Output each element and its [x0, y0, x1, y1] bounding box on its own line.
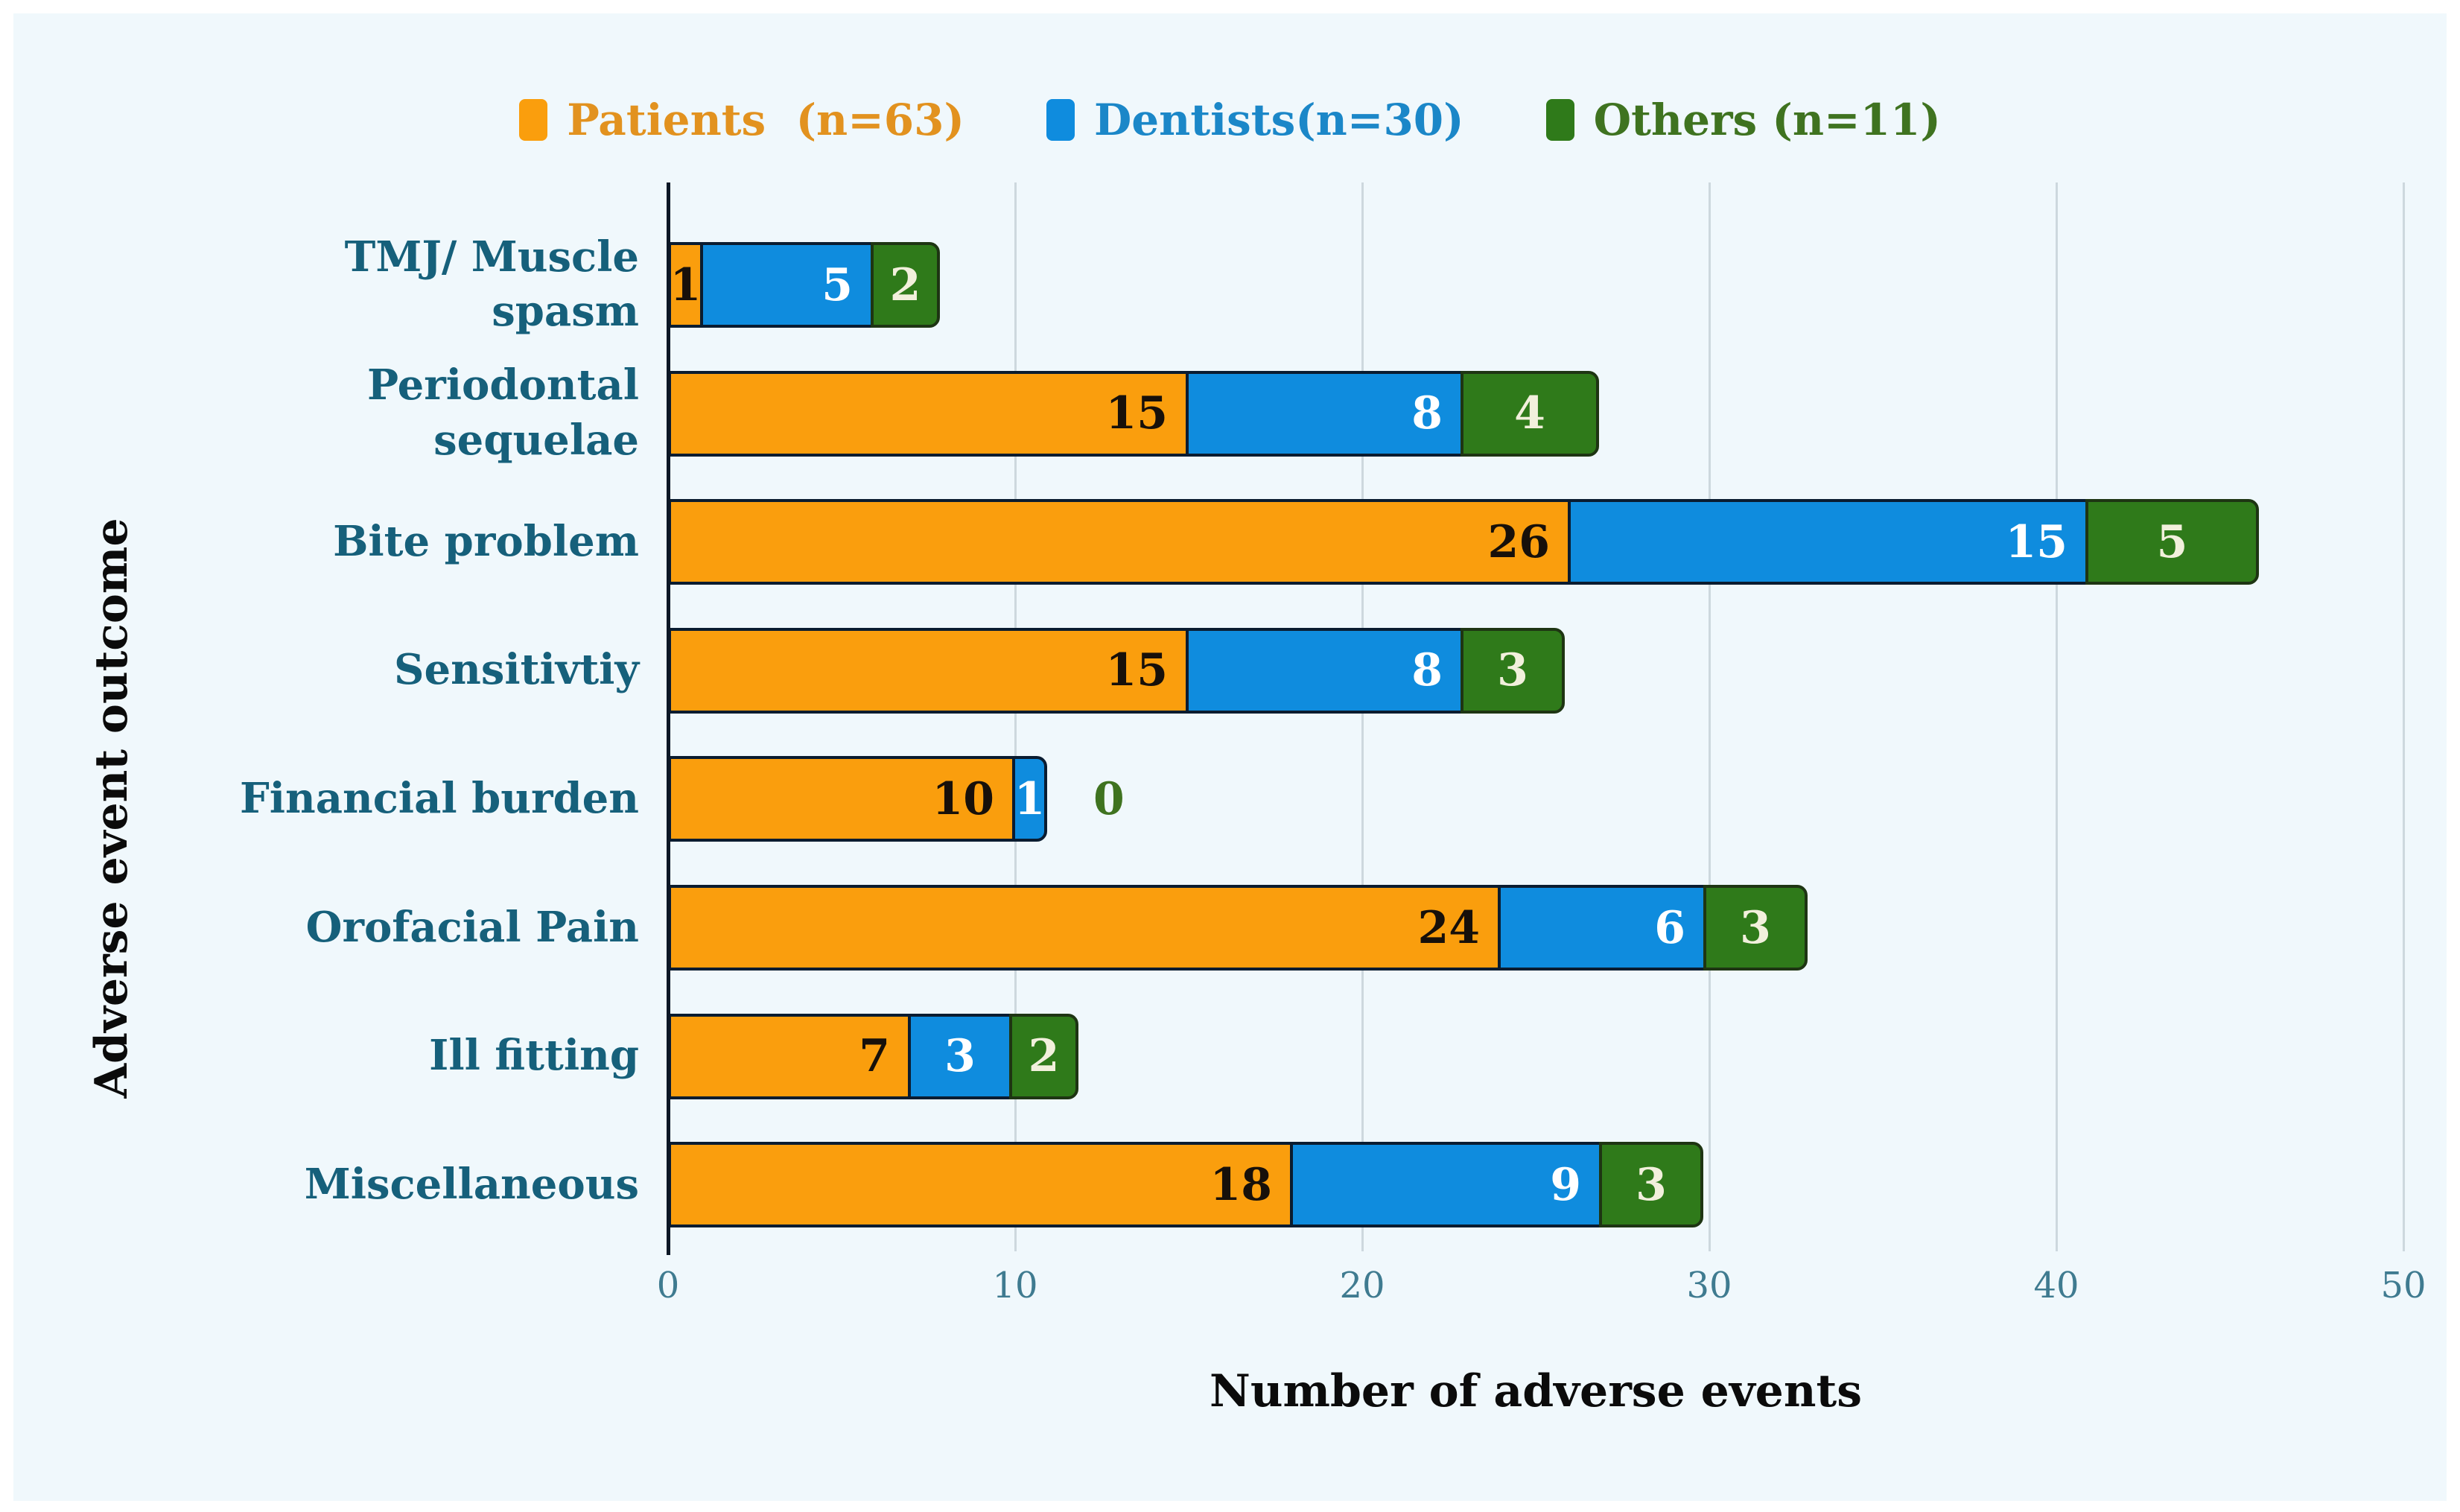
x-axis-tick-label: 50 [2380, 1265, 2426, 1306]
legend-label: Others (n=11) [1593, 95, 1941, 145]
bar-value-label: 4 [1514, 387, 1545, 440]
bar-segment-dentists: 8 [1186, 627, 1463, 714]
bar-segment-dentists: 1 [1012, 756, 1047, 842]
category-label: TMJ/ Muscle spasm [344, 232, 639, 337]
bar-value-label: 2 [1028, 1030, 1060, 1083]
bar-row: 18 9 3 [668, 1142, 1703, 1228]
legend-item: Dentists(n=30) [1046, 95, 1464, 145]
bar-value-label: 9 [1550, 1158, 1581, 1211]
bar-segment-dentists: 8 [1186, 370, 1463, 457]
legend-swatch [1545, 99, 1574, 141]
bar-value-label: 7 [859, 1030, 890, 1083]
legend-swatch [519, 99, 548, 141]
vertical-gridline [1361, 182, 1364, 1251]
category-label: Periodontal sequelae [366, 360, 639, 466]
x-axis-tick-label: 30 [1686, 1265, 1732, 1306]
bar-value-label: 3 [944, 1030, 976, 1083]
bar-value-label: 8 [1411, 644, 1443, 697]
bar-segment-patients: 26 [668, 499, 1571, 585]
bar-segment-dentists: 6 [1498, 885, 1706, 971]
bar-segment-others: 3 [1461, 627, 1565, 714]
bar-value-label: 8 [1411, 387, 1443, 440]
x-axis-tick-label: 20 [1339, 1265, 1385, 1306]
bar-segment-others: 3 [1703, 885, 1808, 971]
bar-segment-patients: 15 [668, 627, 1189, 714]
vertical-gridline [2403, 182, 2405, 1251]
category-label: Financial burden [239, 773, 639, 823]
bar-segment-dentists: 15 [1568, 499, 2088, 585]
bar-value-label: 24 [1417, 901, 1481, 954]
bar-row: 24 6 3 [668, 885, 1808, 971]
vertical-gridline [1709, 182, 1711, 1251]
bar-row: 15 8 4 [668, 370, 1599, 457]
bar-segment-others: 3 [1599, 1142, 1703, 1228]
zero-value-label: 0 [1093, 772, 1125, 825]
legend-swatch [1046, 99, 1075, 141]
bar-value-label: 2 [889, 258, 921, 311]
bar-segment-dentists: 9 [1290, 1142, 1602, 1228]
bar-row: 15 8 3 [668, 627, 1565, 714]
bar-segment-others: 2 [1009, 1013, 1078, 1099]
category-label: Bite problem [333, 516, 639, 566]
bar-row: 26 15 5 [668, 499, 2259, 585]
bar-segment-patients: 1 [668, 242, 703, 328]
y-axis-line [667, 182, 670, 1255]
bar-value-label: 1 [1014, 772, 1046, 825]
bar-value-label: 15 [1105, 644, 1169, 697]
bar-value-label: 5 [821, 258, 853, 311]
category-label: Orofacial Pain [305, 902, 639, 952]
bar-segment-patients: 24 [668, 885, 1501, 971]
bar-value-label: 3 [1740, 901, 1771, 954]
bar-segment-patients: 10 [668, 756, 1015, 842]
bar-value-label: 15 [2005, 515, 2068, 568]
chart-legend: Patients (n=63) Dentists(n=30) Others (n=1… [0, 72, 2460, 168]
x-axis-tick-label: 0 [656, 1265, 680, 1306]
legend-item: Others (n=11) [1545, 95, 1941, 145]
figure-background [13, 13, 2447, 1501]
category-label: Ill fitting [429, 1031, 639, 1081]
category-label: Miscellaneous [304, 1159, 639, 1209]
bar-segment-patients: 15 [668, 370, 1189, 457]
bar-value-label: 6 [1654, 901, 1685, 954]
bar-segment-patients: 18 [668, 1142, 1293, 1228]
x-axis-title: Number of adverse events [1210, 1365, 1862, 1417]
bar-segment-dentists: 5 [700, 242, 874, 328]
bar-segment-others: 2 [871, 242, 940, 328]
y-axis-title: Adverse event outcome [86, 518, 138, 1099]
legend-label: Patients (n=63) [567, 95, 964, 145]
vertical-gridline [2056, 182, 2058, 1251]
bar-value-label: 15 [1105, 387, 1169, 440]
x-axis-tick-label: 10 [992, 1265, 1038, 1306]
bar-value-label: 3 [1497, 644, 1528, 697]
bar-value-label: 1 [670, 258, 702, 311]
bar-value-label: 10 [932, 772, 995, 825]
bar-value-label: 3 [1636, 1158, 1667, 1211]
x-axis-tick-label: 40 [2033, 1265, 2079, 1306]
bar-segment-dentists: 3 [908, 1013, 1012, 1099]
bar-value-label: 5 [2156, 515, 2188, 568]
bar-segment-others: 4 [1461, 370, 1599, 457]
legend-label: Dentists(n=30) [1093, 95, 1464, 145]
legend-item: Patients (n=63) [519, 95, 964, 145]
bar-value-label: 18 [1210, 1158, 1273, 1211]
bar-row: 10 1 0 [668, 756, 1125, 842]
bar-value-label: 26 [1487, 515, 1551, 568]
bar-segment-patients: 7 [668, 1013, 911, 1099]
bar-segment-others: 5 [2085, 499, 2259, 585]
category-label: Sensitivtiy [394, 645, 639, 695]
vertical-gridline [1014, 182, 1017, 1251]
